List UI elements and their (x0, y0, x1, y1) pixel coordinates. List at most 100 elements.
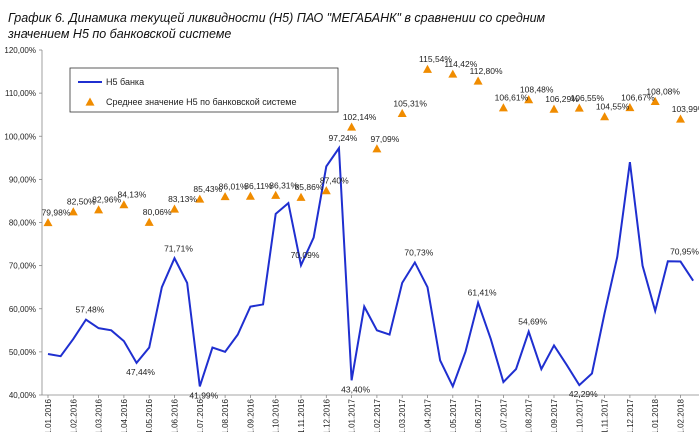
x-tick-label: 1.02.2018 (677, 398, 686, 432)
data-label: 57,48% (76, 305, 105, 315)
data-label: 102,14% (343, 112, 377, 122)
data-label: 86,01% (219, 182, 248, 192)
y-tick-label: 100,00% (4, 132, 36, 141)
data-label: 115,54% (419, 54, 452, 64)
y-tick-label: 70,00% (9, 262, 36, 271)
marker (220, 192, 230, 201)
x-tick-label: 1.12.2016 (322, 398, 331, 432)
data-label: 97,09% (370, 134, 399, 144)
data-label: 84,13% (117, 190, 146, 200)
x-tick-label: 1.10.2016 (272, 398, 281, 432)
y-tick-label: 120,00% (4, 46, 36, 55)
x-tick-label: 1.06.2017 (474, 398, 483, 432)
data-label: 106,55% (571, 93, 605, 103)
marker (119, 200, 129, 209)
x-tick-label: 1.08.2017 (525, 398, 534, 432)
data-label: 54,69% (518, 317, 547, 327)
data-label: 106,61% (495, 93, 529, 103)
data-label: 61,41% (468, 288, 497, 298)
x-tick-label: 1.02.2017 (373, 398, 382, 432)
data-label: 112,80% (470, 66, 503, 76)
x-tick-label: 1.01.2018 (651, 398, 660, 432)
data-label: 87,40% (320, 176, 349, 186)
data-label: 70,95% (670, 247, 699, 257)
data-label: 79,98% (42, 208, 71, 218)
marker (524, 95, 534, 104)
marker (473, 76, 483, 85)
marker (296, 192, 306, 201)
marker (245, 191, 255, 200)
x-tick-label: 1.07.2016 (196, 398, 205, 432)
marker (347, 122, 357, 131)
marker (68, 207, 78, 216)
data-label: 47,44% (126, 367, 155, 377)
x-tick-label: 1.09.2016 (246, 398, 255, 432)
y-tick-label: 110,00% (5, 89, 36, 98)
y-tick-label: 60,00% (9, 305, 36, 314)
marker (170, 204, 179, 213)
legend-marker (85, 97, 95, 106)
x-tick-label: 1.03.2017 (398, 398, 407, 432)
x-tick-label: 1.06.2016 (171, 398, 180, 432)
data-label: 82,50% (67, 197, 96, 207)
x-tick-label: 1.04.2016 (120, 398, 129, 432)
marker (600, 112, 610, 121)
data-label: 43,40% (341, 384, 370, 394)
data-label: 70,73% (404, 247, 433, 257)
x-tick-label: 1.01.2017 (348, 398, 357, 432)
marker (574, 103, 584, 112)
marker (676, 114, 685, 123)
marker (549, 104, 559, 113)
marker (448, 69, 458, 78)
data-label: 71,71% (164, 243, 193, 253)
legend-label: Н5 банка (106, 77, 144, 87)
data-label: 70,09% (291, 250, 320, 260)
marker (195, 194, 205, 203)
x-tick-label: 1.05.2017 (449, 398, 458, 432)
data-label: 80,06% (143, 207, 172, 217)
data-label: 83,13% (168, 194, 197, 204)
data-label: 106,29% (545, 94, 579, 104)
marker (321, 186, 331, 195)
data-label: 85,43% (193, 184, 222, 194)
marker (625, 102, 635, 112)
data-label: 105,31% (393, 98, 427, 108)
legend-box (69, 67, 339, 113)
data-label: 108,08% (646, 86, 680, 96)
data-label: 82,96% (92, 195, 121, 205)
x-tick-label: 1.10.2017 (575, 398, 584, 432)
legend-label: Среднее значение Н5 по банковской систем… (106, 97, 297, 107)
y-tick-label: 80,00% (9, 219, 36, 228)
x-tick-label: 1.07.2017 (499, 398, 508, 432)
x-tick-label: 1.03.2016 (95, 398, 104, 432)
data-label: 108,48% (520, 85, 554, 95)
data-label: 42,29% (569, 389, 598, 399)
chart-title: График 6. Динамика текущей ликвидности (… (8, 11, 546, 25)
data-label: 97,24% (329, 133, 358, 143)
x-tick-label: 1.08.2016 (221, 398, 230, 432)
x-tick-label: 1.01.2016 (44, 398, 53, 432)
marker (650, 96, 660, 106)
marker (372, 144, 382, 153)
x-tick-label: 1.12.2017 (626, 398, 635, 432)
data-label: 41,99% (189, 390, 218, 400)
y-tick-label: 90,00% (9, 175, 36, 184)
marker (423, 64, 432, 73)
line (47, 145, 694, 389)
x-tick-label: 1.11.2017 (601, 398, 610, 432)
data-label: 86,31% (269, 180, 298, 190)
x-tick-label: 1.09.2017 (550, 398, 559, 432)
marker (271, 190, 281, 199)
marker (144, 217, 154, 226)
marker (498, 103, 508, 112)
data-label: 104,55% (596, 102, 630, 112)
data-label: 114,42% (444, 59, 477, 69)
data-label: 85,86% (295, 182, 324, 192)
x-tick-label: 4.05.2016 (145, 398, 154, 432)
y-tick-label: 50,00% (9, 348, 36, 357)
marker (43, 218, 53, 227)
marker (397, 108, 407, 117)
chart-title: значением Н5 по банковской системе (7, 27, 231, 41)
marker (94, 205, 104, 214)
